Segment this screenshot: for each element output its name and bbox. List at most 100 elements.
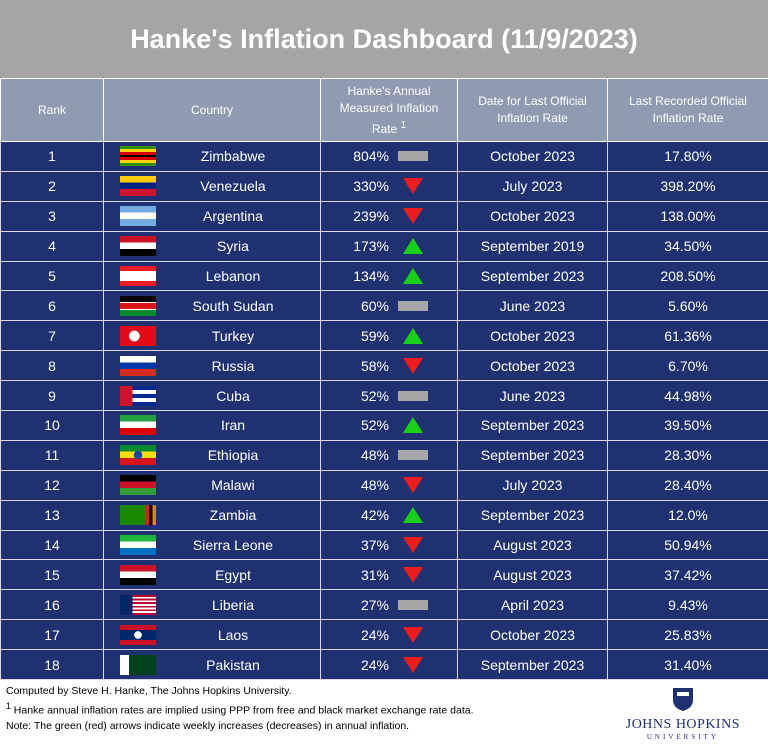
hanke-rate: 27% xyxy=(360,596,389,613)
footnote-mark: 1 xyxy=(400,119,407,131)
rate: 239% xyxy=(321,207,457,225)
flag xyxy=(120,445,156,466)
flag xyxy=(120,176,156,197)
row: 12 Malawi 48% July 2023 28.40% xyxy=(0,469,768,501)
hanke-cell: 59% xyxy=(320,320,458,352)
hanke-rate: 48% xyxy=(360,477,389,494)
country-cell: Venezuela xyxy=(103,170,321,202)
date-cell: October 2023 xyxy=(457,320,608,352)
rate: 330% xyxy=(321,177,457,195)
official-rate-cell: 61.36% xyxy=(607,320,768,352)
hanke-rate: 59% xyxy=(360,327,389,344)
country: Iran xyxy=(104,415,320,436)
rank-cell: 4 xyxy=(0,230,104,262)
trend-icon xyxy=(403,537,423,554)
date-cell: July 2023 xyxy=(457,170,608,202)
flag xyxy=(120,415,156,436)
rate: 27% xyxy=(321,596,457,614)
flag xyxy=(120,475,156,496)
logo: JOHNS HOPKINS UNIVERSITY xyxy=(626,686,740,741)
inflation-table: Rank Country Hanke's Annual Measured Inf… xyxy=(0,78,768,681)
rate: 48% xyxy=(321,446,457,464)
rank-cell: 14 xyxy=(0,529,104,561)
rate: 42% xyxy=(321,506,457,524)
hanke-rate: 52% xyxy=(360,387,389,404)
rank-cell: 8 xyxy=(0,350,104,382)
official-rate-cell: 398.20% xyxy=(607,170,768,202)
country-cell: Zambia xyxy=(103,499,321,531)
date-cell: September 2019 xyxy=(457,230,608,262)
rate: 804% xyxy=(321,147,457,165)
rate: 173% xyxy=(321,237,457,255)
country: Liberia xyxy=(104,594,320,615)
hanke-rate: 173% xyxy=(353,238,389,255)
official-rate-cell: 28.40% xyxy=(607,469,768,501)
trend-icon xyxy=(403,357,423,374)
hanke-cell: 134% xyxy=(320,260,458,292)
rate: 48% xyxy=(321,476,457,494)
header-row: Rank Country Hanke's Annual Measured Inf… xyxy=(0,78,768,142)
trend-icon xyxy=(403,626,423,643)
rank-cell: 1 xyxy=(0,141,104,172)
rank-cell: 3 xyxy=(0,200,104,232)
rank-cell: 18 xyxy=(0,649,104,681)
country-cell: Russia xyxy=(103,350,321,382)
header-cell: Country xyxy=(103,78,321,142)
hanke-cell: 42% xyxy=(320,499,458,531)
country-cell: Malawi xyxy=(103,469,321,501)
hanke-cell: 52% xyxy=(320,410,458,441)
row: 1 Zimbabwe 804% October 2023 17.80% xyxy=(0,141,768,172)
row: 14 Sierra Leone 37% August 2023 50.94% xyxy=(0,529,768,561)
country-cell: Turkey xyxy=(103,320,321,352)
trend-icon xyxy=(403,238,423,255)
country-cell: Cuba xyxy=(103,380,321,412)
rank-cell: 15 xyxy=(0,559,104,591)
row: 18 Pakistan 24% September 2023 31.40% xyxy=(0,649,768,681)
hanke-rate: 24% xyxy=(360,656,389,673)
country: Egypt xyxy=(104,564,320,585)
date-cell: August 2023 xyxy=(457,559,608,591)
rate: 52% xyxy=(321,416,457,434)
hanke-cell: 330% xyxy=(320,170,458,202)
official-rate-cell: 39.50% xyxy=(607,410,768,441)
row: 2 Venezuela 330% July 2023 398.20% xyxy=(0,170,768,202)
hanke-cell: 27% xyxy=(320,589,458,621)
row: 4 Syria 173% September 2019 34.50% xyxy=(0,230,768,262)
country-name: Syria xyxy=(217,238,249,255)
country-name: Malawi xyxy=(211,477,255,494)
official-rate-cell: 50.94% xyxy=(607,529,768,561)
official-rate-cell: 138.00% xyxy=(607,200,768,232)
country: Zambia xyxy=(104,505,320,526)
country: Laos xyxy=(104,624,320,645)
note: Note: The green (red) arrows indicate we… xyxy=(6,719,410,732)
official-rate-cell: 28.30% xyxy=(607,439,768,471)
row: 11 Ethiopia 48% September 2023 28.30% xyxy=(0,439,768,471)
row: 10 Iran 52% September 2023 39.50% xyxy=(0,410,768,441)
date-cell: June 2023 xyxy=(457,380,608,412)
country: Syria xyxy=(104,236,320,257)
country: Cuba xyxy=(104,385,320,406)
trend-icon xyxy=(398,151,428,162)
trend-icon xyxy=(403,268,423,284)
flag xyxy=(120,535,156,556)
row: 8 Russia 58% October 2023 6.70% xyxy=(0,350,768,382)
country: Malawi xyxy=(104,475,320,496)
hanke-cell: 52% xyxy=(320,380,458,412)
trend-icon xyxy=(403,417,423,434)
country: Sierra Leone xyxy=(104,535,320,556)
trend-icon xyxy=(403,507,423,524)
country: Zimbabwe xyxy=(104,146,320,167)
trend-icon xyxy=(403,477,423,494)
date-cell: October 2023 xyxy=(457,200,608,232)
rate: 24% xyxy=(321,626,457,644)
rate: 24% xyxy=(321,656,457,674)
rank-cell: 5 xyxy=(0,260,104,292)
hanke-cell: 48% xyxy=(320,439,458,471)
hanke-cell: 173% xyxy=(320,230,458,262)
header-cell: Hanke's Annual Measured Inflation Rate 1 xyxy=(320,78,458,142)
country: Pakistan xyxy=(104,654,320,675)
date-cell: August 2023 xyxy=(457,529,608,561)
footnote: 1 Hanke annual inflation rates are impli… xyxy=(6,699,474,719)
rate: 58% xyxy=(321,357,457,375)
